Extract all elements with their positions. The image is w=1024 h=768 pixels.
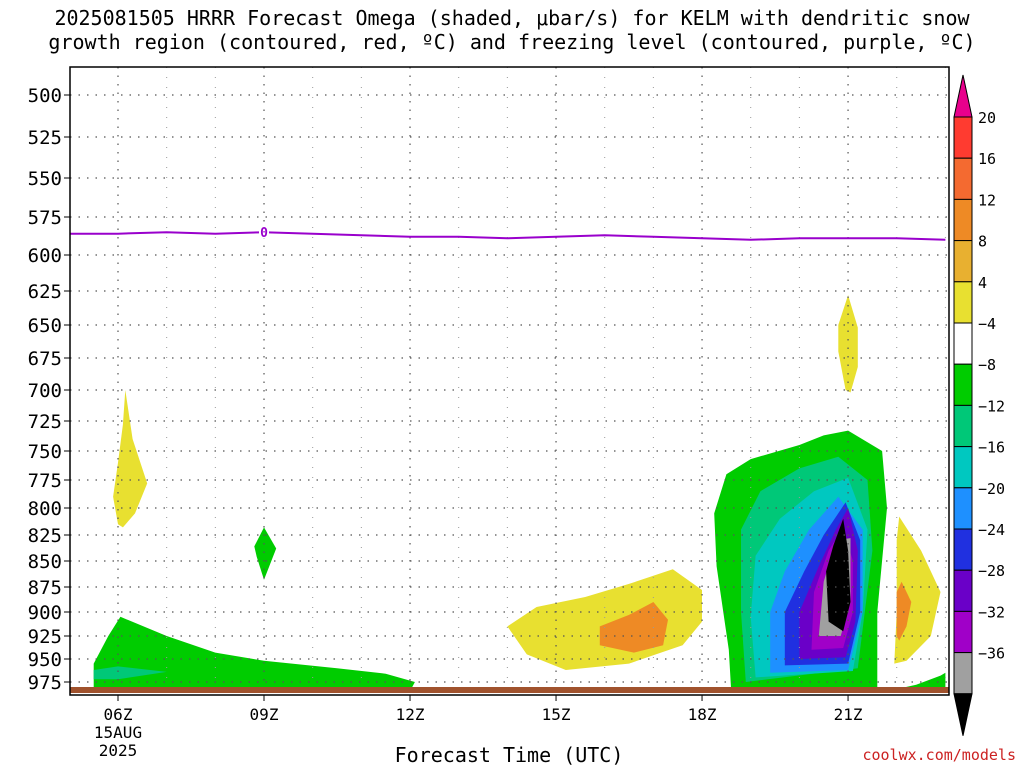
colorbar-segment	[953, 404, 973, 448]
colorbar-segment	[953, 116, 973, 159]
y-tick-label: 750	[28, 441, 62, 463]
y-tick-label: 900	[28, 602, 62, 624]
x-tick-year: 2025	[99, 741, 138, 760]
colorbar-segment	[953, 487, 973, 530]
y-tick-label: 725	[28, 411, 62, 433]
y-tick-label: 700	[28, 380, 62, 402]
colorbar-label: −32	[978, 603, 1005, 621]
colorbar-label: −36	[978, 645, 1005, 663]
y-tick-label: 875	[28, 577, 62, 599]
omega-region-sink-low-levels	[93, 616, 415, 692]
omega-region-rise-21z-upper	[838, 295, 858, 393]
colorbar-label: −16	[978, 439, 1005, 457]
x-tick-label: 09Z	[250, 705, 279, 724]
y-tick-label: 625	[28, 281, 62, 303]
omega-region-rise-15z-17z	[507, 569, 702, 670]
x-tick-date: 15AUG	[94, 723, 142, 742]
x-axis-label: Forecast Time (UTC)	[394, 743, 624, 767]
colorbar-bottom-triangle	[953, 693, 973, 736]
chart-title-line2: growth region (contoured, red, ºC) and f…	[48, 30, 976, 54]
colorbar-segment	[953, 198, 973, 242]
freezing-level-line	[70, 231, 946, 241]
colorbar-label: 4	[978, 274, 987, 292]
colorbar-label: −12	[978, 397, 1005, 415]
omega-region-sink-23z-surface	[887, 672, 946, 692]
colorbar-segment	[953, 322, 973, 365]
y-tick-label: 550	[28, 168, 62, 190]
colorbar-segment	[953, 528, 973, 571]
omega-region-rise-06z-upper	[113, 390, 148, 528]
colorbar-label: −24	[978, 521, 1005, 539]
colorbar-segment	[953, 281, 973, 324]
omega-region-sink-18z-22z-core	[826, 518, 851, 632]
omega-region-sink-09z	[254, 527, 277, 580]
colorbar-segment	[953, 363, 973, 406]
colorbar-segment	[953, 652, 973, 695]
colorbar-label: 20	[978, 109, 996, 127]
x-tick-label: 12Z	[396, 705, 425, 724]
y-tick-label: 650	[28, 315, 62, 337]
colorbar-label: 12	[978, 191, 996, 209]
freezing-level-group: 0	[70, 224, 946, 241]
colorbar-label: −8	[978, 356, 996, 374]
x-tick-label: 15Z	[542, 705, 571, 724]
y-tick-label: 975	[28, 672, 62, 694]
x-tick-label: 18Z	[688, 705, 717, 724]
y-tick-label: 675	[28, 348, 62, 370]
chart-title-line1: 2025081505 HRRR Forecast Omega (shaded, …	[54, 6, 970, 30]
terrain-strip	[70, 687, 949, 693]
colorbar-label: −28	[978, 562, 1005, 580]
colorbar-segment	[953, 569, 973, 612]
y-tick-label: 500	[28, 85, 62, 107]
omega-shading	[93, 295, 946, 692]
plot-frame	[69, 66, 950, 696]
colorbar-top-triangle	[953, 74, 973, 118]
y-tick-label: 575	[28, 207, 62, 229]
y-tick-label: 800	[28, 498, 62, 520]
colorbar-segment	[953, 157, 973, 200]
y-tick-label: 850	[28, 551, 62, 573]
x-tick-label: 06Z	[104, 705, 133, 724]
omega-region-sink-low-levels-core	[93, 666, 167, 680]
x-tick-label: 21Z	[834, 705, 863, 724]
y-tick-label: 525	[28, 127, 62, 149]
colorbar-label: 8	[978, 233, 987, 251]
colorbar-label: 16	[978, 150, 996, 168]
y-tick-label: 950	[28, 649, 62, 671]
freezing-level-label: 0	[260, 226, 268, 241]
y-axis: 500 525 550 575 600 625 650 675 700 725 750 775 800 8…	[28, 85, 70, 694]
colorbar-label: −4	[978, 315, 996, 333]
omega-region-rise-15z-17z-core	[599, 602, 668, 653]
y-tick-label: 775	[28, 470, 62, 492]
omega-region-rise-22z-core	[896, 581, 912, 641]
freezing-level-label-bg	[259, 224, 270, 239]
colorbar-segment	[953, 240, 973, 283]
site-credit[interactable]: coolwx.com/models	[862, 746, 1016, 764]
colorbar: 20 16 12 8 4 −4 −8 −12 −16 −20 −24 −28 −32 −36	[953, 74, 1005, 736]
colorbar-segment	[953, 446, 973, 489]
chart-title: 2025081505 HRRR Forecast Omega (shaded, …	[0, 6, 1024, 54]
y-tick-label: 925	[28, 626, 62, 648]
y-tick-label: 600	[28, 245, 62, 267]
colorbar-label: −20	[978, 480, 1005, 498]
colorbar-segment	[953, 610, 973, 654]
y-tick-label: 825	[28, 525, 62, 547]
